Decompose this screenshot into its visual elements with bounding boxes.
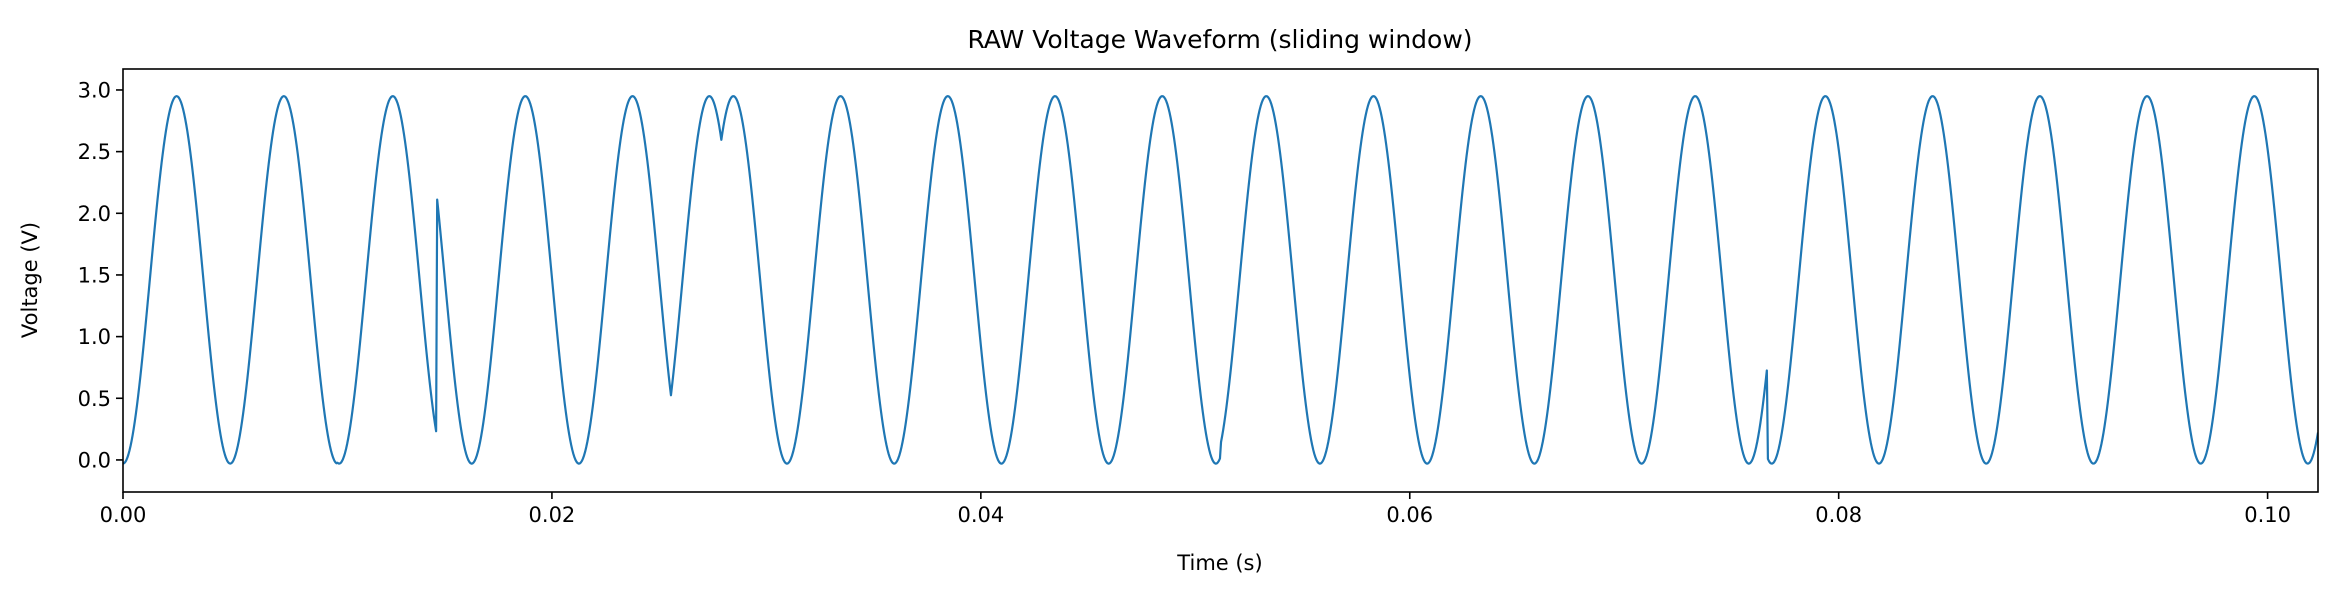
plot-area xyxy=(123,95,2318,465)
x-axis-label: Time (s) xyxy=(1176,551,1262,575)
x-tick-label: 0.10 xyxy=(2244,503,2291,527)
x-tick-label: 0.00 xyxy=(100,503,147,527)
axes: 0.00 0.02 0.04 0.06 0.08 0.10 0.0 0.5 1.0 1.5 2.0 2… xyxy=(78,68,2319,527)
y-tick-label: 0.0 xyxy=(78,448,111,472)
x-tick-label: 0.04 xyxy=(957,503,1004,527)
y-tick-label: 0.5 xyxy=(78,387,111,411)
x-tick-label: 0.08 xyxy=(1815,503,1862,527)
series-line-0 xyxy=(123,95,2318,465)
y-tick-label: 1.5 xyxy=(78,263,111,287)
x-tick-label: 0.06 xyxy=(1386,503,1433,527)
y-tick-label: 2.0 xyxy=(78,202,111,226)
y-tick-label: 3.0 xyxy=(78,78,111,102)
y-tick-label: 1.0 xyxy=(78,325,111,349)
y-axis-label: Voltage (V) xyxy=(18,222,42,338)
x-tick-label: 0.02 xyxy=(529,503,576,527)
y-tick-label: 2.5 xyxy=(78,140,111,164)
axes-frame xyxy=(122,68,2319,493)
chart-title: RAW Voltage Waveform (sliding window) xyxy=(967,25,1472,54)
